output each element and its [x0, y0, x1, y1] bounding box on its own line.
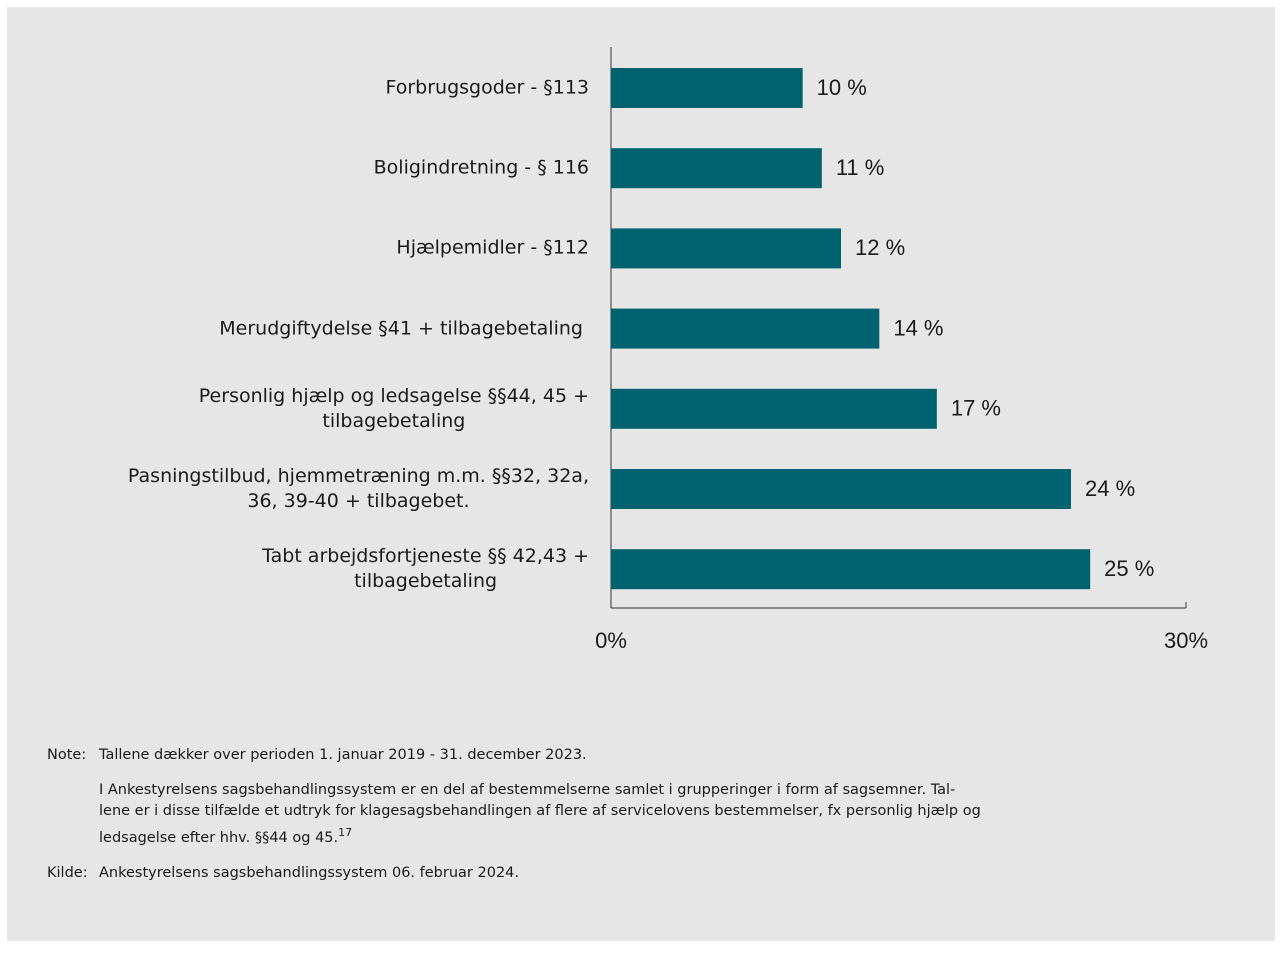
category-label: Merudgiftydelse §41 + tilbagebetaling: [219, 317, 589, 340]
note-label: Kilde:: [47, 864, 88, 881]
note-text: ledsagelse efter hhv. §§44 og 45.: [99, 829, 339, 846]
bar: [611, 228, 841, 269]
bar: [611, 469, 1071, 509]
value-label: 11 %: [836, 155, 885, 180]
category-label: Personlig hjælp og ledsagelse §§44, 45 +…: [198, 384, 589, 432]
value-label: 14 %: [893, 315, 943, 340]
note-paragraph: I Ankestyrelsens sagsbehandlingssystem e…: [99, 780, 981, 849]
value-label: 12 %: [855, 235, 905, 260]
note-text: I Ankestyrelsens sagsbehandlingssystem e…: [99, 782, 956, 798]
category-label: Boligindretning - § 116: [373, 156, 589, 179]
bar: [611, 308, 880, 349]
note-text: lene er i disse tilfælde et udtryk for k…: [99, 803, 981, 819]
note-body: Tallene dækker over perioden 1. januar 2…: [99, 745, 981, 849]
category-label: Hjælpemidler - §112: [396, 236, 589, 259]
page: 0% 30% 10 % 11 % 12 % 14 % 17 % 24 % 25 % Note: T…: [7, 7, 1275, 941]
category-label: Pasningstilbud, hjemmetræning m.m. §§32,…: [127, 465, 589, 512]
notes: Note: Tallene dækker over perioden 1. jan…: [47, 745, 1267, 898]
footnote-ref: 17: [338, 826, 353, 839]
bar: [611, 148, 822, 189]
note-row: Note: Tallene dækker over perioden 1. jan…: [47, 745, 1267, 849]
category-label: Forbrugsgoder - §113: [385, 76, 589, 99]
value-label: 10 %: [817, 75, 867, 100]
bar: [611, 549, 1091, 590]
x-tick-label: 30%: [1164, 628, 1208, 653]
value-label: 25 %: [1104, 556, 1154, 581]
note-text: Ankestyrelsens sagsbehandlingssystem 06.…: [99, 864, 519, 881]
value-label: 17 %: [951, 396, 1001, 421]
note-body: Ankestyrelsens sagsbehandlingssystem 06.…: [99, 863, 519, 884]
note-paragraph: Ankestyrelsens sagsbehandlingssystem 06.…: [99, 863, 519, 884]
note-label: Note:: [47, 747, 87, 763]
x-tick-label: 0%: [595, 628, 627, 653]
category-label: Tabt arbejdsfortjeneste §§ 42,43 + tilba…: [262, 545, 589, 593]
bar: [611, 388, 937, 429]
value-label: 24 %: [1085, 476, 1135, 501]
note-paragraph: Tallene dækker over perioden 1. januar 2…: [99, 745, 981, 766]
chart: 0% 30% 10 % 11 % 12 % 14 % 17 % 24 % 25 %: [595, 47, 1208, 653]
note-row: Kilde: Ankestyrelsens sagsbehandlingssyst…: [47, 863, 1267, 884]
bar: [611, 68, 803, 108]
note-text: Tallene dækker over perioden 1. januar 2…: [99, 747, 587, 763]
